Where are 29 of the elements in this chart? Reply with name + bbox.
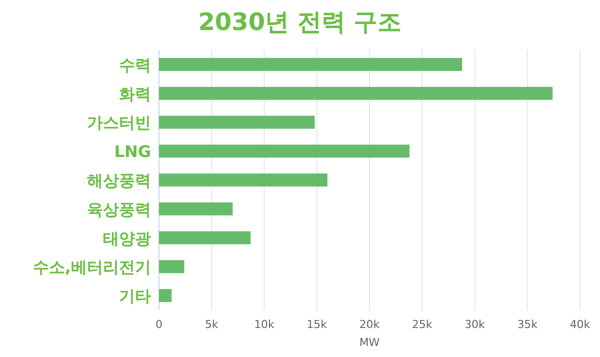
- x-tick-label: 30k: [464, 318, 486, 331]
- bar: [159, 289, 172, 302]
- bar: [159, 116, 315, 129]
- bar: [159, 144, 410, 158]
- y-tick-label: 태양광: [103, 228, 151, 248]
- x-tick-label: 0: [156, 318, 162, 331]
- y-tick-label: 육상풍력: [87, 200, 151, 219]
- y-tick-label: LNG: [114, 142, 151, 162]
- x-tick-label: 15k: [306, 318, 328, 331]
- bar: [159, 86, 553, 100]
- x-tick-label: 35k: [517, 318, 538, 331]
- y-tick-label: 기타: [119, 286, 151, 306]
- bar: [159, 174, 328, 186]
- bar: [159, 202, 233, 216]
- y-tick-label: 가스터빈: [87, 113, 151, 132]
- y-tick-label: 수소,베터리전기: [32, 258, 151, 277]
- y-tick-label: 화력: [119, 84, 151, 104]
- x-axis-title: MW: [359, 336, 380, 349]
- x-tick-label: 5k: [204, 318, 219, 331]
- chart-title: 2030년 전력 구조: [198, 8, 402, 36]
- x-tick-label: 25k: [412, 318, 433, 331]
- x-tick-label: 10k: [254, 318, 276, 331]
- x-tick-label: 40k: [570, 318, 591, 331]
- bar: [159, 231, 251, 244]
- y-tick-label: 해상풍력: [87, 171, 151, 190]
- bar: [159, 260, 184, 274]
- y-tick-label: 수력: [119, 55, 151, 74]
- x-tick-label: 20k: [359, 318, 380, 331]
- bar: [159, 58, 462, 71]
